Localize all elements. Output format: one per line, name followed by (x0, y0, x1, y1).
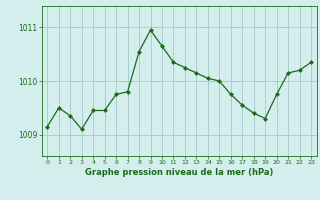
X-axis label: Graphe pression niveau de la mer (hPa): Graphe pression niveau de la mer (hPa) (85, 168, 273, 177)
